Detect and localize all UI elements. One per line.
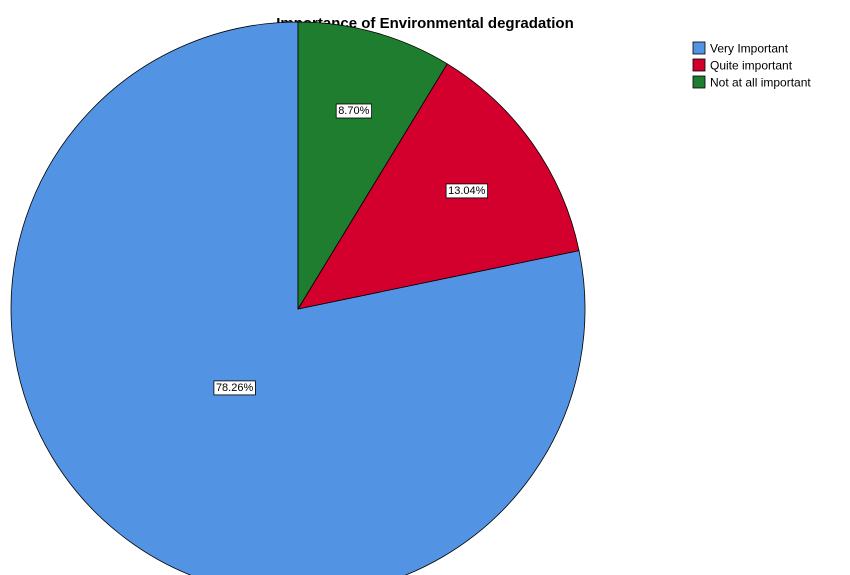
slice-labels: 78.26% 13.04% 8.70%: [213, 103, 489, 396]
legend-label-very-important: Very Important: [710, 42, 789, 56]
data-label-box: [335, 103, 373, 119]
legend-label-not-at-all-important: Not at all important: [710, 76, 811, 90]
data-label-text: 78.26%: [216, 382, 254, 394]
data-label-quite-important: 13.04%: [445, 183, 489, 199]
data-label-not-at-all-important: 8.70%: [335, 103, 373, 119]
data-label-text: 8.70%: [338, 105, 369, 117]
pie-slice-not-at-all-important: [297, 21, 448, 310]
data-label-box: [213, 380, 256, 396]
legend-label-quite-important: Quite important: [710, 59, 793, 73]
legend: Very Important Quite important Not at all …: [692, 41, 811, 90]
legend-swatch-quite-important: [692, 58, 706, 72]
pie-slice-quite-important: [297, 63, 580, 310]
pie-slices: [10, 21, 586, 575]
data-label-text: 13.04%: [448, 185, 486, 197]
legend-swatch-very-important: [692, 41, 706, 55]
legend-swatch-not-at-all-important: [692, 75, 706, 89]
data-label-very-important: 78.26%: [213, 380, 256, 396]
data-label-box: [445, 183, 489, 199]
